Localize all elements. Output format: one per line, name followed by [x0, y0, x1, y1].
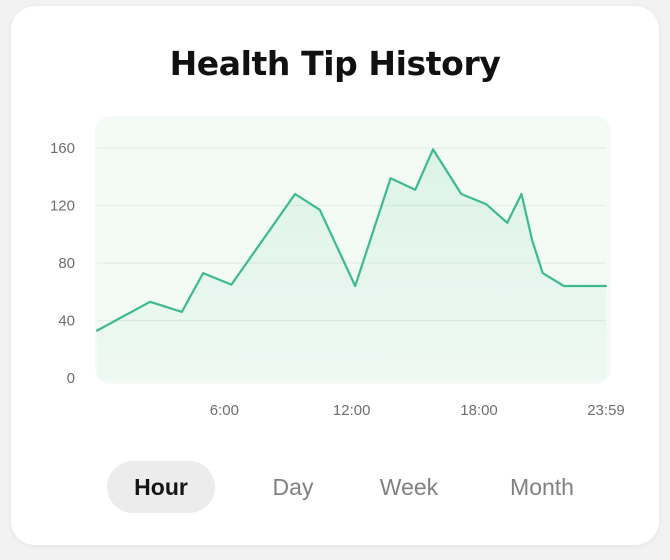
x-axis: 6:00 12:00 18:00 23:59: [210, 402, 625, 419]
tab-day[interactable]: Day: [272, 474, 314, 500]
chart-card: Health Tip History 0 40 80 120 160 6:00 12:00…: [11, 6, 659, 545]
x-tick-label: 23:59: [587, 402, 625, 419]
y-tick-label: 0: [67, 370, 75, 387]
series-line: [95, 148, 608, 332]
y-tick-label: 120: [50, 198, 75, 215]
y-tick-label: 40: [58, 313, 75, 330]
time-range-tabs: Hour Day Week Month: [107, 461, 607, 513]
y-axis: 0 40 80 120 160: [50, 140, 75, 387]
tab-hour[interactable]: Hour: [107, 461, 215, 513]
x-tick-label: 18:00: [460, 402, 498, 419]
series-area: [97, 149, 606, 380]
page-title: Health Tip History: [169, 44, 501, 83]
tab-month[interactable]: Month: [510, 474, 574, 500]
y-tick-label: 80: [58, 255, 75, 272]
tab-week[interactable]: Week: [379, 474, 439, 500]
x-tick-label: 12:00: [333, 402, 371, 419]
y-tick-label: 160: [50, 140, 75, 157]
chart-area: 0 40 80 120 160 6:00 12:00 18:00 23:59: [50, 116, 625, 419]
x-tick-label: 6:00: [210, 402, 239, 419]
series-group: [95, 148, 608, 380]
